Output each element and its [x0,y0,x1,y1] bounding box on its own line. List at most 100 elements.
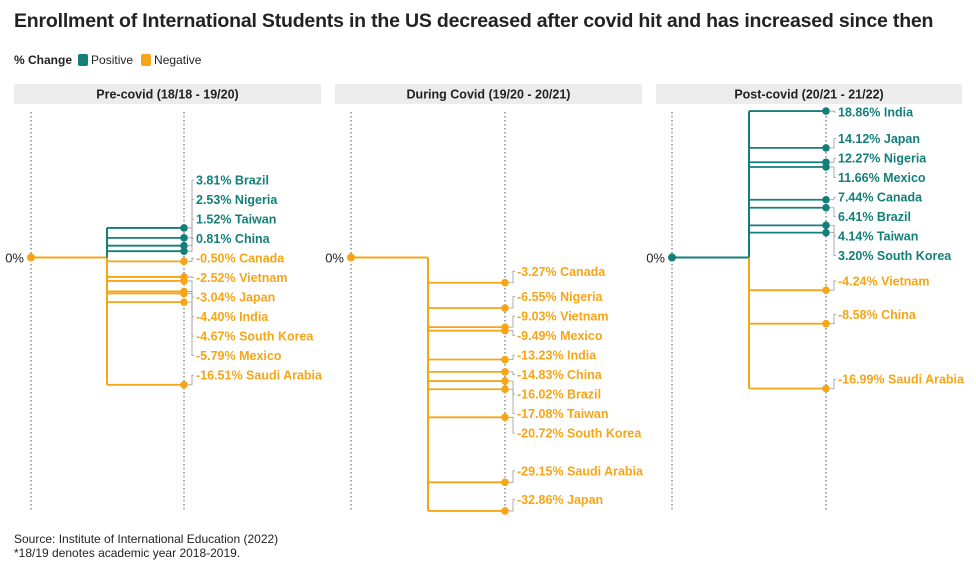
node-brazil [501,377,509,385]
node-brazil [822,203,830,212]
node-mexico [501,326,509,335]
node-taiwan [501,385,509,394]
label-south-korea: -20.72% South Korea [517,427,642,441]
panel-2: During Covid (19/20 - 20/21) 0% -3.27% Can… [325,84,644,515]
legend-swatch-negative [141,54,152,66]
node-china [501,368,509,376]
label-canada: 7.44% Canada [838,191,923,205]
panel-3: Post-covid (20/21 - 21/22) 0% 18.86% India… [646,84,965,512]
root-label: 0% [5,251,24,266]
label-connector-south-korea [509,416,515,434]
node-saudi-arabia [501,478,509,487]
chart-title: Enrollment of International Students in … [14,10,934,32]
node-canada [180,257,188,266]
node-japan [501,507,509,515]
label-connector-brazil [188,179,194,229]
label-connector-nigeria [509,296,515,309]
label-connector-india [830,110,836,113]
label-connector-canada [509,270,515,284]
root-node [668,253,676,262]
label-japan: 14.12% Japan [838,132,920,146]
node-brazil [180,224,188,232]
node-nigeria [180,234,188,242]
label-brazil: 3.81% Brazil [196,174,269,188]
node-canada [822,195,830,204]
label-saudi-arabia: -16.51% Saudi Arabia [196,369,323,383]
label-connector-canada [188,257,194,262]
label-connector-mexico [830,166,836,179]
label-connector-china [830,313,836,325]
label-connector-india [509,354,515,360]
node-china [180,247,188,256]
panel-title: During Covid (19/20 - 20/21) [407,88,571,102]
node-india [822,107,830,115]
label-mexico: 11.66% Mexico [838,171,926,185]
label-nigeria: -6.55% Nigeria [517,290,604,304]
label-connector-china [188,238,194,252]
label-connector-south-korea [830,232,836,257]
label-connector-saudi-arabia [188,374,194,386]
label-south-korea: -4.67% South Korea [196,330,314,344]
label-connector-mexico [188,301,194,357]
node-taiwan [822,221,830,230]
legend: % Change Positive Negative [14,53,209,67]
label-japan: -32.86% Japan [517,493,603,507]
label-connector-vietnam [830,280,836,291]
label-mexico: -5.79% Mexico [196,349,282,363]
label-canada: -0.50% Canada [196,252,285,266]
label-china: 0.81% China [196,232,271,246]
node-japan [180,277,188,285]
label-saudi-arabia: -16.99% Saudi Arabia [838,373,965,387]
root-node [27,253,35,262]
label-connector-japan [509,499,515,512]
panel-header-bg [656,84,962,104]
label-nigeria: 12.27% Nigeria [838,152,927,166]
panel-1: Pre-covid (18/18 - 19/20) 0% 3.81% Brazil 2… [5,84,323,512]
label-connector-south-korea [188,293,194,337]
panel-title: Pre-covid (18/18 - 19/20) [96,88,238,102]
root-label: 0% [646,251,665,266]
node-india [501,355,509,364]
legend-swatch-positive [78,54,89,66]
label-taiwan: -17.08% Taiwan [517,407,608,421]
label-canada: -3.27% Canada [517,265,606,279]
node-nigeria [501,304,509,312]
node-japan [822,144,830,152]
node-vietnam [822,286,830,294]
label-china: -14.83% China [517,368,603,382]
label-connector-mexico [509,330,515,337]
panel-header-bg [335,84,642,104]
label-china: -8.58% China [838,308,917,322]
footer: Source: Institute of International Educa… [14,532,278,560]
node-taiwan [180,241,188,250]
label-saudi-arabia: -29.15% Saudi Arabia [517,464,644,478]
root-node [347,253,355,262]
label-taiwan: 4.14% Taiwan [838,230,918,244]
root-label: 0% [325,251,344,266]
node-china [822,319,830,328]
label-brazil: 6.41% Brazil [838,210,911,224]
label-brazil: -16.02% Brazil [517,388,601,402]
label-connector-brazil [830,207,836,218]
node-south-korea [180,289,188,298]
label-vietnam: -4.24% Vietnam [838,274,929,288]
label-connector-japan [830,138,836,149]
label-nigeria: 2.53% Nigeria [196,193,278,207]
node-canada [501,278,509,287]
footnote: *18/19 denotes academic year 2018-2019. [14,546,241,560]
label-connector-vietnam [509,315,515,328]
legend-label-negative: Negative [154,53,202,67]
label-connector-taiwan [509,388,515,415]
label-south-korea: 3.20% South Korea [838,249,952,263]
label-india: -4.40% India [196,310,269,324]
panel-title: Post-covid (20/21 - 21/22) [734,88,883,102]
label-connector-india [188,291,194,318]
label-connector-taiwan [188,218,194,247]
node-saudi-arabia [822,384,830,393]
label-connector-saudi-arabia [830,378,836,389]
label-taiwan: 1.52% Taiwan [196,213,276,227]
label-connector-vietnam [188,276,194,279]
node-south-korea [822,228,830,237]
node-mexico [822,163,830,171]
